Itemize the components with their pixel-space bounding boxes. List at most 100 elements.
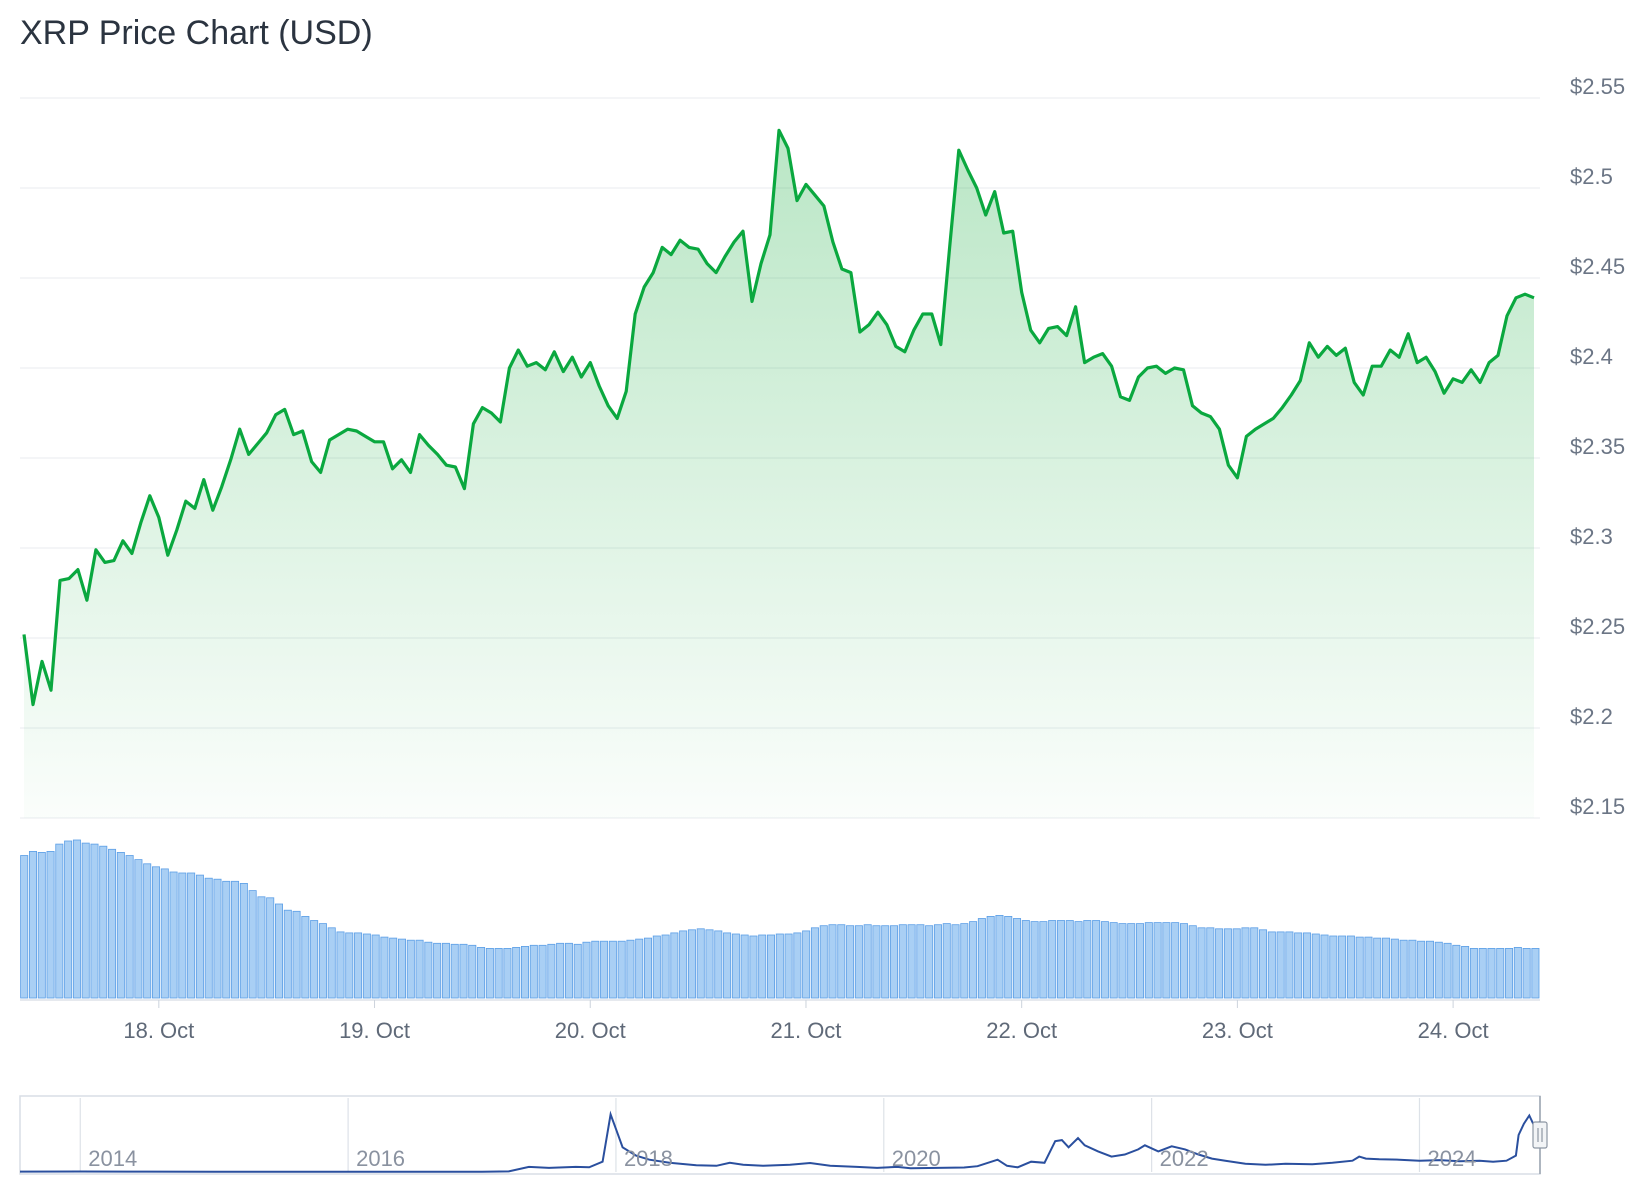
volume-bar [266,897,275,999]
volume-bar [64,840,73,999]
volume-bar [46,851,55,999]
volume-bar [1153,922,1162,999]
x-tick-label: 18. Oct [123,1018,194,1043]
volume-bar [608,940,617,999]
navigator-handle[interactable] [1532,1121,1548,1149]
y-tick-label: $2.25 [1570,614,1625,639]
y-tick-label: $2.45 [1570,254,1625,279]
volume-bar [151,866,160,999]
volume-bar [1215,928,1224,999]
navigator[interactable]: 2014 2016 2018 2020 2022 2024 [19,1095,1548,1175]
volume-bar [389,937,398,999]
volume-bar [582,941,591,999]
navigator-frame [19,1095,1541,1175]
volume-bar [1329,935,1338,999]
volume-bar [1048,920,1057,999]
volume-bar [99,845,108,999]
volume-bar [925,925,934,999]
x-tick-label: 24. Oct [1418,1018,1489,1043]
volume-bar [1136,923,1145,999]
volume-bar [468,944,477,999]
volume-bar [969,921,978,999]
volume-bar [890,925,899,999]
volume-bar [1056,920,1065,999]
volume-bar [635,938,644,999]
volume-bar [178,872,187,999]
volume-bar [960,923,969,999]
volume-bar [1065,920,1074,999]
volume-bar [108,848,117,999]
volume-bar [872,925,881,999]
volume-bar [231,880,240,999]
navigator-year-labels: 2014 2016 2018 2020 2022 2024 [88,1146,1476,1171]
volume-bar [187,872,196,999]
volume-bar [310,920,319,999]
volume-bar [661,934,670,999]
volume-bar [477,947,486,999]
volume-bar [547,943,556,999]
volume-bar [1232,928,1241,999]
x-tick-label: 19. Oct [339,1018,410,1043]
volume-bar [450,943,459,999]
volume-bar [292,910,301,999]
volume-bar [1469,948,1478,999]
volume-bar [1241,927,1250,999]
volume-bar [1408,939,1417,999]
volume-bar [125,855,134,999]
volume-bar [740,934,749,999]
volume-bar [301,916,310,999]
volume-bar [257,896,266,999]
volume-bar [1338,935,1347,999]
volume-bar [1531,948,1540,999]
volume-bar [819,925,828,999]
volume-bar [424,941,433,999]
y-tick-label: $2.15 [1570,794,1625,819]
volume-bar [591,940,600,999]
volume-bar [1030,921,1039,999]
volume-bar [521,946,529,999]
volume-bar [898,924,907,999]
chart-title: XRP Price Chart (USD) [20,14,373,52]
volume-bar [1452,944,1461,999]
volume-bar [916,924,925,999]
navigator-year-label: 2014 [88,1146,137,1171]
volume-bar [600,940,609,999]
volume-bar [204,877,213,999]
volume-bar [1373,937,1382,999]
volume-bar [433,942,442,999]
volume-bar [1074,921,1083,999]
volume-bar [362,933,371,999]
volume-bar [942,923,951,999]
volume-bar [731,933,740,999]
volume-bar [1390,938,1399,999]
volume-bar [336,931,345,999]
volume-bar [345,932,354,999]
volume-bar [837,924,846,999]
volume-bar [1417,940,1426,999]
volume-bar [767,934,776,999]
volume-bar [318,923,327,999]
y-axis-labels: $2.15 $2.2 $2.25 $2.3 $2.35 $2.4 $2.45 $2.5 $2.5… [1570,74,1625,819]
volume-bar [846,925,855,999]
volume-bar [749,935,758,999]
volume-bar [441,942,450,999]
volume-bar [1399,939,1408,999]
y-tick-label: $2.3 [1570,524,1613,549]
volume-bar [327,927,336,999]
volume-bar [1285,931,1294,999]
volume-bar [1522,948,1531,999]
volume-bar [1478,948,1487,999]
volume-bar [397,938,406,999]
navigator-year-label: 2022 [1160,1146,1209,1171]
navigator-year-label: 2016 [356,1146,405,1171]
volume-bar [1496,948,1505,999]
volume-bar [977,918,986,999]
volume-bar [784,933,793,999]
volume-bar [1100,921,1109,999]
volume-bar [696,928,705,999]
navigator-line [19,1110,1541,1173]
volume-bar [1039,921,1048,999]
volume-bar [617,940,626,999]
volume-bar [802,930,811,999]
